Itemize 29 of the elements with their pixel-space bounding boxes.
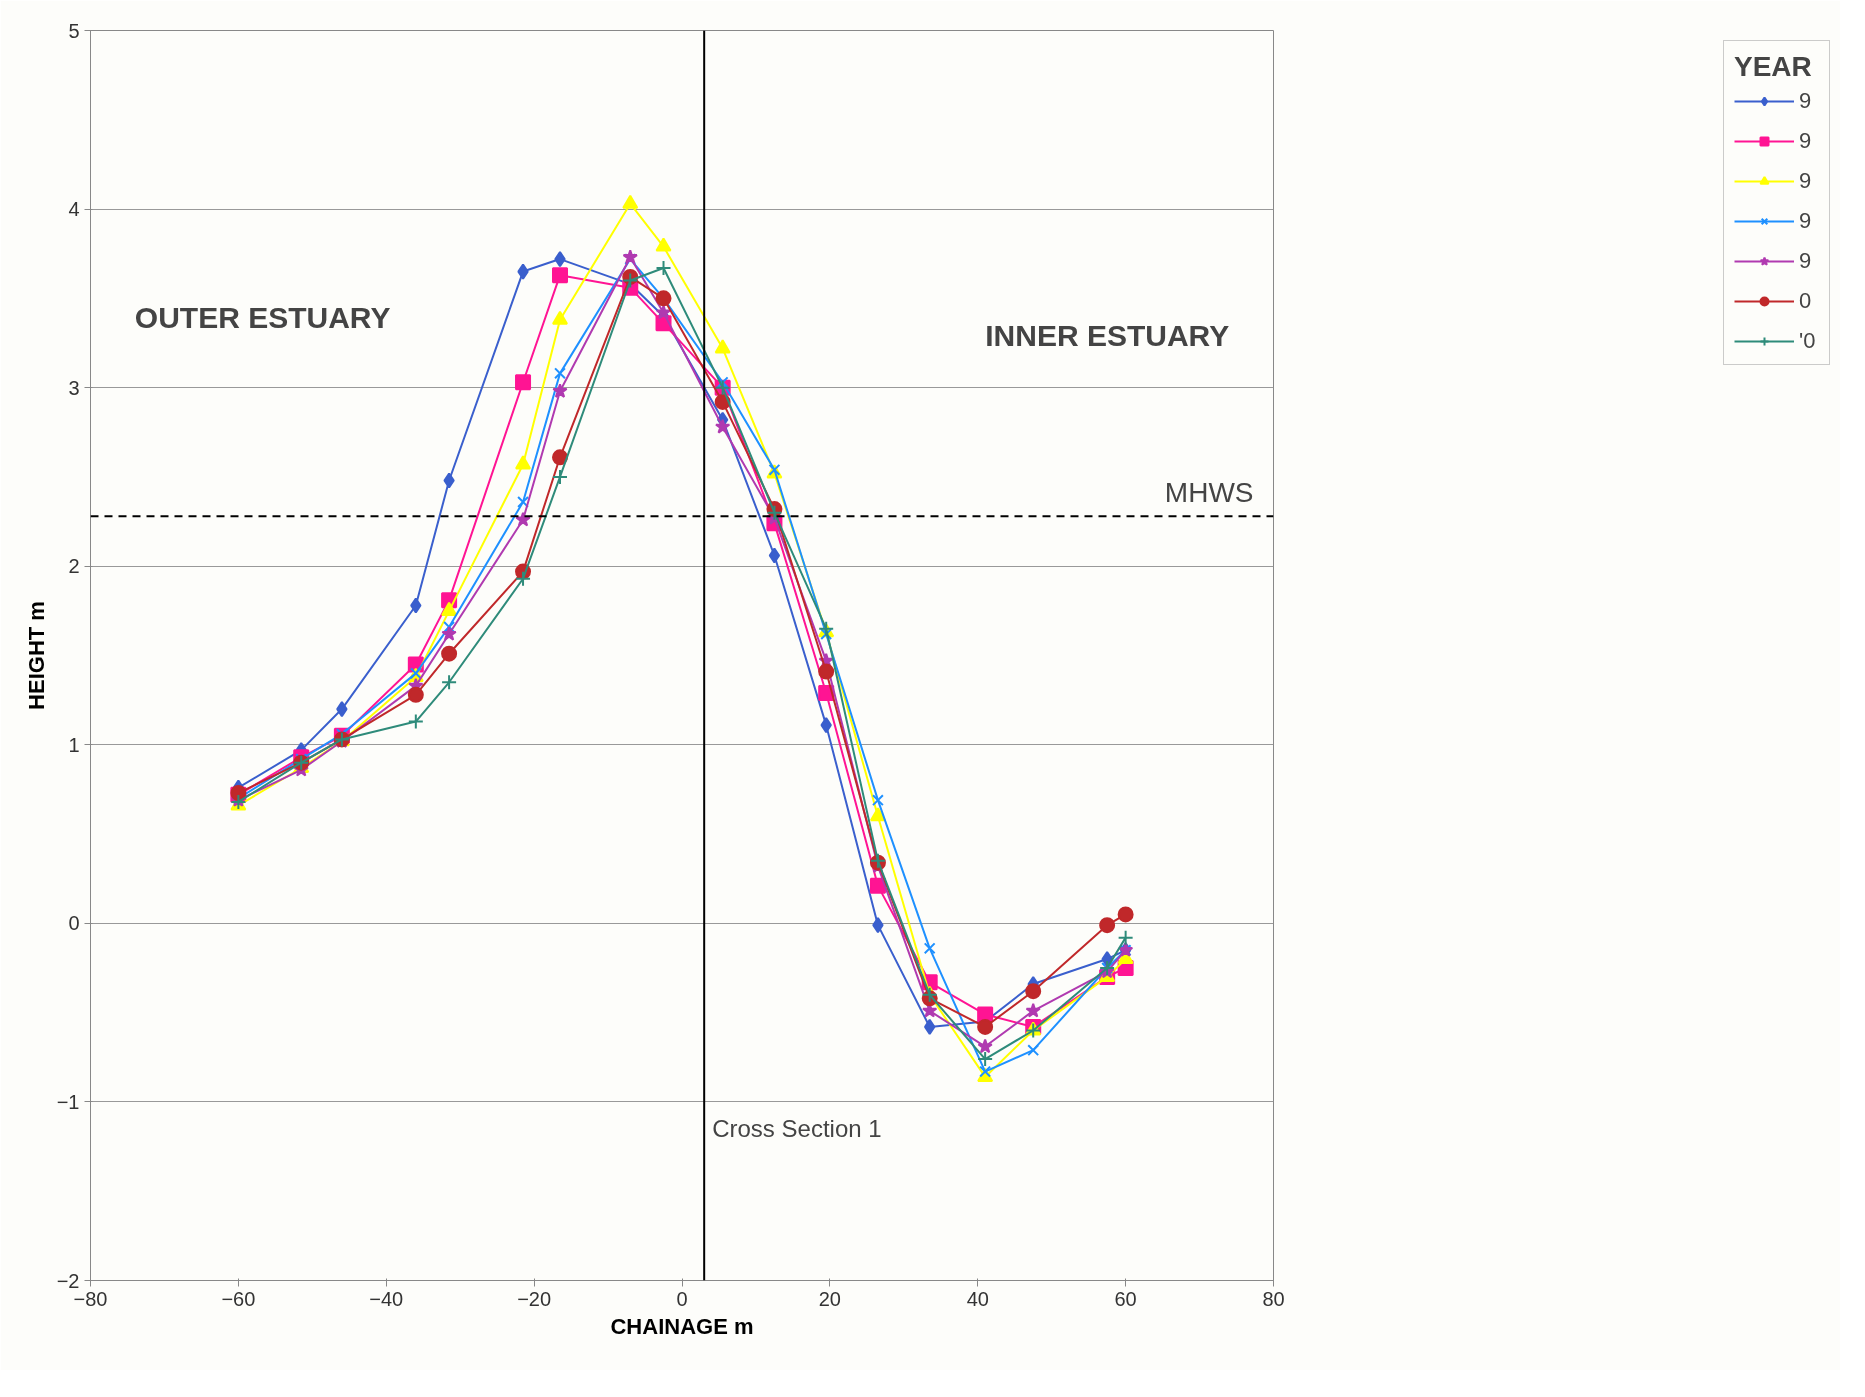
legend-label: 0 [1799,288,1813,314]
y-tick-label: 1 [68,733,80,756]
legend-label: '0 [1799,328,1817,354]
legend-label: 9 [1799,168,1813,194]
x-tick-label: 60 [1114,1287,1137,1310]
x-tick-label: −40 [369,1287,404,1310]
legend-label: 9 [1799,88,1813,114]
x-tick-label: 80 [1262,1287,1285,1310]
ref-line-label: Cross Section 1 [712,1114,882,1142]
x-tick-label: −20 [517,1287,552,1310]
legend-label: 9 [1799,128,1813,154]
y-tick-label: 0 [68,912,80,935]
legend-label: 9 [1799,208,1813,234]
y-tick-label: 3 [68,376,80,399]
x-tick-label: −60 [221,1287,256,1310]
legend-label: 9 [1799,248,1813,274]
y-tick-label: 2 [68,555,80,578]
y-tick-label: 5 [68,19,80,42]
x-tick-label: 40 [966,1287,989,1310]
ref-line-label: MHWS [1164,477,1254,509]
annotation: OUTER ESTUARY [134,301,391,335]
x-axis-title: CHAINAGE m [610,1313,754,1339]
y-tick-label: −1 [56,1090,80,1113]
annotation: INNER ESTUARY [985,318,1230,352]
legend-title: YEAR [1734,51,1813,83]
y-tick-label: 4 [68,198,80,221]
y-axis-title: HEIGHT m [23,601,49,710]
x-tick-label: 0 [676,1287,688,1310]
x-tick-label: 20 [818,1287,841,1310]
